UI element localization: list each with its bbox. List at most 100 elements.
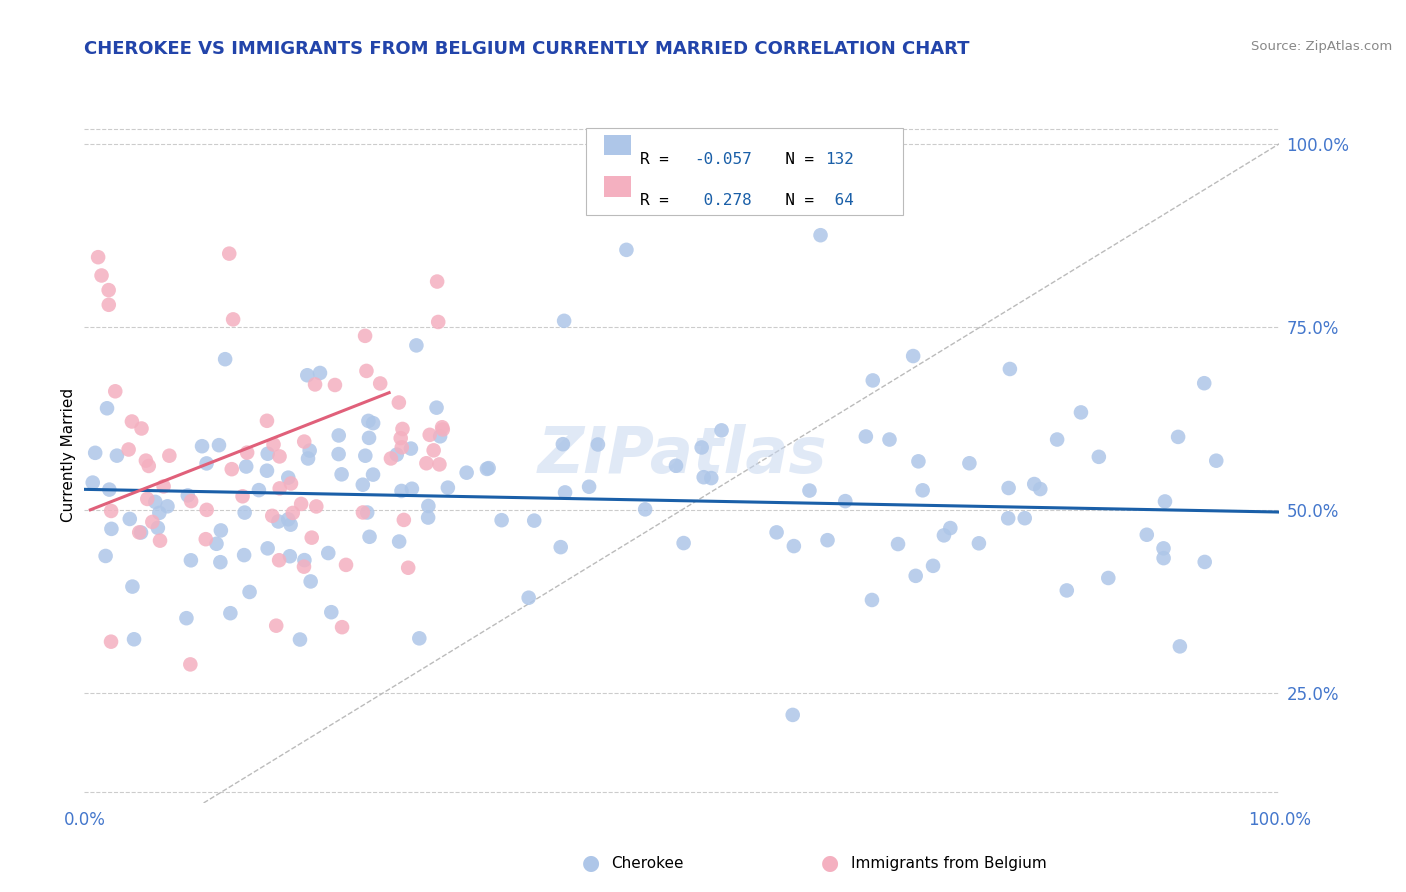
Point [359,530,381,544]
Point [218,246,240,260]
Point [354,449,377,463]
Point [156,500,179,514]
Point [405,338,427,352]
Point [1192,376,1215,391]
Point [177,488,200,502]
Text: 0.278: 0.278 [695,194,752,209]
Point [422,443,444,458]
Text: Source: ZipAtlas.com: Source: ZipAtlas.com [1251,40,1392,54]
Point [96,401,118,416]
Point [205,537,228,551]
Point [191,439,214,453]
Point [399,442,422,456]
Point [782,707,804,722]
Point [299,574,322,589]
Point [904,569,927,583]
Point [939,521,962,535]
Point [1194,555,1216,569]
Point [1167,430,1189,444]
Point [1153,551,1175,566]
Point [277,512,299,526]
Point [180,553,202,567]
Point [665,458,688,473]
Point [1154,494,1177,508]
Point [146,521,169,535]
Point [208,438,231,452]
Point [209,524,232,538]
Point [957,456,980,470]
Point [141,515,163,529]
Point [105,449,128,463]
Point [475,462,498,476]
Point [87,250,110,264]
Point [209,555,232,569]
Point [97,298,120,312]
Point [429,458,451,472]
Point [1168,640,1191,654]
Point [553,314,575,328]
Point [456,466,478,480]
Point [834,494,856,508]
Point [396,560,419,574]
Point [256,447,278,461]
Text: ZIPatlаs: ZIPatlаs [537,424,827,486]
Point [385,448,408,462]
Point [262,508,284,523]
Point [368,376,391,391]
Point [330,620,353,634]
Point [233,506,256,520]
Point [426,275,449,289]
Point [922,558,945,573]
Text: N =: N = [766,152,824,167]
Point [710,423,733,437]
Point [380,451,402,466]
Point [288,632,311,647]
Point [104,384,127,399]
Point [214,352,236,367]
Point [392,513,415,527]
Point [195,457,218,471]
Point [690,441,713,455]
Point [523,514,546,528]
Point [135,453,157,467]
Point [932,528,955,542]
Point [129,525,152,540]
Point [330,467,353,482]
Point [97,283,120,297]
Point [672,536,695,550]
FancyBboxPatch shape [586,128,903,215]
Point [149,533,172,548]
Point [256,464,278,478]
Point [879,433,901,447]
Point [700,471,723,485]
Point [180,494,202,508]
Point [269,553,291,567]
Point [862,373,884,387]
Point [100,522,122,536]
Point [634,502,657,516]
Point [997,511,1019,525]
Point [309,366,332,380]
Point [321,605,343,619]
Point [907,454,929,468]
Point [361,416,384,430]
Point [998,362,1021,376]
Point [1014,511,1036,525]
Point [269,450,291,464]
Point [1056,583,1078,598]
Point [195,503,218,517]
Point [143,495,166,509]
Point [765,525,787,540]
Point [810,228,832,243]
Point [429,429,451,443]
Point [427,315,450,329]
Point [357,431,380,445]
Point [388,395,411,409]
Point [100,634,122,648]
Point [136,491,159,506]
Text: N =: N = [766,194,824,209]
Point [578,480,600,494]
Point [860,593,883,607]
Bar [605,177,630,197]
Point [316,546,339,560]
